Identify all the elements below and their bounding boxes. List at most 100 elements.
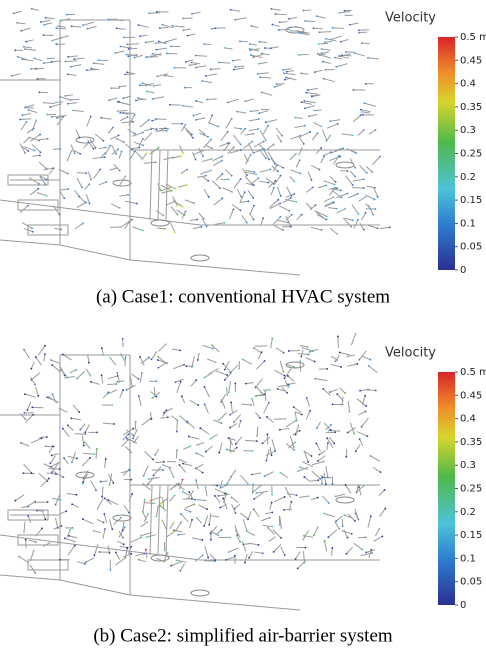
vector-head	[365, 551, 367, 554]
vector-arrow	[146, 55, 155, 58]
vector-head	[334, 360, 337, 362]
vector-head	[317, 460, 319, 462]
vector-arrow	[342, 217, 352, 228]
vector-head	[168, 103, 171, 106]
vector-arrow	[56, 114, 67, 119]
vector-arrow	[35, 528, 43, 537]
vector-arrow	[290, 135, 301, 140]
opening	[112, 514, 132, 522]
vector-arrow	[32, 154, 40, 157]
vector-head	[300, 147, 303, 150]
vector-arrow	[269, 536, 276, 542]
vector-head	[163, 549, 166, 552]
vector-head	[41, 527, 43, 530]
vector-arrow	[123, 95, 132, 99]
vector-arrow	[277, 186, 282, 197]
vector-head	[345, 552, 348, 555]
vector-head	[105, 181, 108, 183]
vector-head	[339, 147, 342, 150]
vector-head	[121, 337, 124, 340]
vector-head	[365, 172, 368, 174]
vector-arrow	[39, 175, 46, 185]
vector-head	[45, 194, 48, 197]
vector-head	[64, 60, 67, 63]
vector-head	[44, 16, 47, 19]
vector-arrow	[292, 430, 300, 436]
vector-head	[351, 184, 354, 186]
vector-arrow	[284, 368, 292, 379]
vector-head	[287, 350, 290, 352]
vector-arrow	[76, 370, 86, 379]
vector-arrow	[201, 158, 213, 163]
vector-arrow	[147, 476, 154, 485]
vector-arrow	[326, 123, 338, 129]
vector-arrow	[183, 28, 192, 31]
vector-head	[67, 424, 69, 427]
vector-head	[145, 90, 148, 93]
vector-head	[88, 361, 90, 364]
vector-arrow	[355, 444, 361, 452]
vector-head	[116, 372, 119, 374]
vector-arrow	[245, 98, 254, 102]
vector-head	[283, 554, 286, 557]
vector-head	[302, 142, 305, 145]
diffuser	[17, 534, 59, 546]
vector-head	[277, 198, 280, 201]
vector-arrow	[38, 138, 48, 141]
vector-arrow	[62, 428, 70, 438]
vector-arrow	[77, 561, 86, 565]
vector-arrow	[101, 375, 104, 384]
vector-arrow	[222, 498, 228, 510]
vector-head	[316, 52, 319, 55]
vector-head	[218, 451, 221, 454]
vector-arrow	[122, 433, 129, 441]
vector-arrow	[365, 203, 372, 210]
vector-head	[85, 69, 88, 72]
vector-arrow	[127, 71, 136, 75]
vector-head	[302, 9, 305, 12]
vector-arrow	[196, 452, 205, 458]
vector-arrow	[197, 499, 207, 502]
vector-head	[203, 43, 206, 45]
vector-arrow	[309, 348, 319, 353]
vector-arrow	[31, 8, 39, 11]
vector-arrow	[230, 364, 239, 373]
vector-head	[331, 482, 334, 485]
vector-head	[59, 147, 62, 150]
vector-head	[359, 108, 362, 111]
vector-arrow	[365, 166, 373, 173]
vector-head	[90, 67, 93, 70]
vector-arrow	[289, 26, 297, 28]
vector-head	[195, 100, 198, 102]
vector-arrow	[223, 493, 227, 504]
vector-arrow	[267, 151, 275, 162]
vector-head	[240, 128, 242, 130]
vector-head	[309, 409, 312, 412]
vector-arrow	[34, 57, 43, 62]
vector-arrow	[305, 202, 312, 209]
vector-arrow	[310, 226, 322, 231]
vector-head	[92, 62, 95, 65]
vector-head	[230, 475, 232, 478]
vector-arrow	[302, 530, 310, 540]
vector-arrow	[259, 148, 267, 159]
vector-arrow	[205, 445, 213, 453]
vector-head	[247, 518, 249, 521]
vector-head	[52, 167, 55, 170]
vector-head	[211, 157, 213, 160]
vector-arrow	[203, 372, 212, 379]
vector-head	[257, 544, 260, 546]
vector-head	[306, 89, 309, 91]
vector-head	[223, 368, 226, 371]
vector-head	[101, 495, 104, 498]
vector-arrow	[146, 90, 155, 94]
vector-arrow	[143, 483, 151, 491]
vector-head	[357, 218, 359, 221]
vector-head	[226, 374, 228, 376]
vector-head	[12, 12, 15, 15]
vector-arrow	[188, 435, 200, 440]
vector-head	[123, 36, 125, 39]
vector-head	[175, 559, 178, 562]
vector-head	[338, 527, 341, 530]
vector-arrow	[331, 548, 333, 556]
